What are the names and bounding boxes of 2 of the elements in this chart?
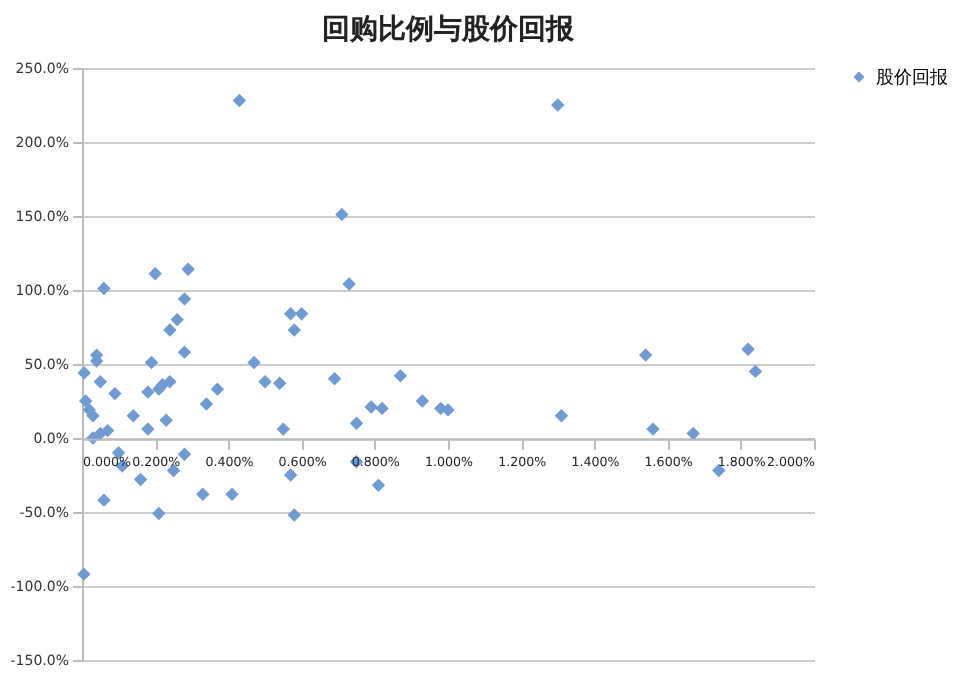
legend-label: 股价回报: [876, 67, 948, 89]
chart-title: 回购比例与股价回报: [322, 14, 576, 46]
